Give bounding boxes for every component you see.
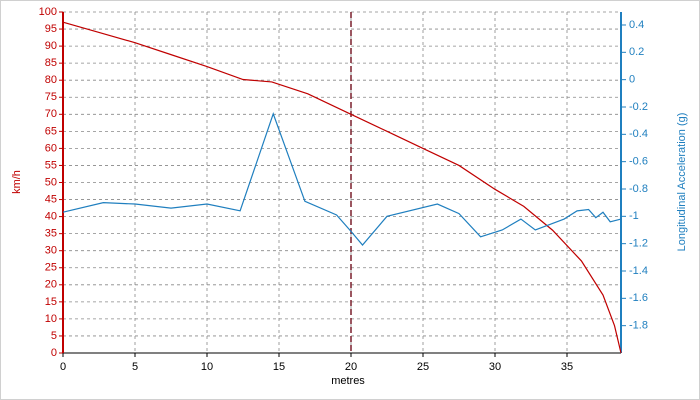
y-tick-label: 40 — [45, 211, 57, 223]
y-tick-label: 45 — [45, 193, 57, 205]
y-tick-label: 70 — [45, 108, 57, 120]
y-tick-label: 80 — [45, 74, 57, 86]
x-axis-label: metres — [331, 375, 365, 387]
x-tick-label: 5 — [132, 361, 138, 373]
y-tick-label: 35 — [45, 228, 57, 240]
y-tick-label: 95 — [45, 23, 57, 35]
y-tick-label: 75 — [45, 91, 57, 103]
x-tick-label: 30 — [489, 361, 501, 373]
y-tick-label: 30 — [45, 245, 57, 257]
y-tick-label: 100 — [39, 6, 57, 18]
y-tick-label: 0 — [51, 347, 57, 359]
y2-tick-label: -0.4 — [629, 128, 648, 140]
series-line — [62, 112, 622, 246]
x-tick-label: 25 — [417, 361, 429, 373]
y-tick-label: 55 — [45, 159, 57, 171]
y-tick-label: 20 — [45, 279, 57, 291]
y-tick-label: 85 — [45, 57, 57, 69]
y-tick-label: 90 — [45, 40, 57, 52]
y2-tick-label: -1 — [629, 210, 639, 222]
y2-tick-label: -0.6 — [629, 156, 648, 168]
y2-tick-label: 0 — [629, 74, 635, 86]
x-tick-label: 0 — [60, 361, 66, 373]
y-tick-label: 15 — [45, 296, 57, 308]
y2-tick-label: -1.4 — [629, 265, 648, 277]
y-tick-label: 60 — [45, 142, 57, 154]
x-tick-label: 15 — [273, 361, 285, 373]
y-tick-label: 5 — [51, 330, 57, 342]
series-line — [62, 21, 622, 354]
y2-tick-label: 0.2 — [629, 46, 644, 58]
y2-tick-label: -0.2 — [629, 101, 648, 113]
y2-tick-label: 0.4 — [629, 19, 644, 31]
y2-tick-label: -1.6 — [629, 292, 648, 304]
x-tick-label: 20 — [345, 361, 357, 373]
y-axis-label: km/h — [11, 170, 23, 194]
y2-tick-label: -1.8 — [629, 320, 648, 332]
y-tick-label: 65 — [45, 125, 57, 137]
y2-tick-label: -1.2 — [629, 238, 648, 250]
y2-axis-label: Longitudinal Acceleration (g) — [676, 113, 688, 252]
y-tick-label: 25 — [45, 262, 57, 274]
y2-tick-label: -0.8 — [629, 183, 648, 195]
y-tick-label: 50 — [45, 176, 57, 188]
x-tick-label: 10 — [201, 361, 213, 373]
x-tick-label: 35 — [561, 361, 573, 373]
y-tick-label: 10 — [45, 313, 57, 325]
